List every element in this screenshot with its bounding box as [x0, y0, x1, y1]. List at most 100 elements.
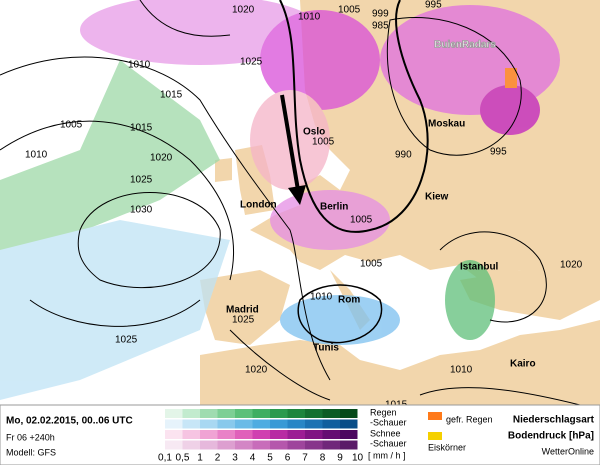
legend-swatch [235, 419, 253, 429]
legend-swatch [200, 430, 218, 439]
isobar-label: 1010 [310, 292, 333, 303]
legend: Regen -Schauer Schnee -Schauer [ mm / h … [158, 407, 493, 463]
legend-swatch [217, 430, 235, 439]
legend-title: Niederschlagsart [513, 415, 595, 426]
brand: WetterOnline [542, 446, 594, 456]
scale-label: 1 [197, 453, 203, 464]
model-label: Modell: GFS [6, 447, 56, 457]
isobar-label: 995 [425, 0, 442, 11]
legend-unit: [ mm / h ] [368, 450, 406, 460]
legend-label: gefr. Regen [446, 414, 493, 424]
legend-swatch [165, 419, 183, 429]
scale-label: 6 [285, 453, 291, 464]
cities: Oslo Moskau London Berlin Kiew Madrid Ro… [226, 119, 536, 370]
isobar-label: 985 [372, 21, 389, 32]
legend-swatch [182, 430, 200, 439]
legend-swatch [235, 440, 253, 450]
ice-pellets-swatch [428, 432, 442, 440]
isobar-label: 1025 [240, 57, 263, 68]
legend-swatch [287, 409, 305, 418]
legend-subtitle: Bodendruck [hPa] [508, 431, 594, 442]
legend-swatch [165, 409, 183, 418]
precip-showers [0, 220, 230, 400]
city-label: Moskau [428, 119, 465, 130]
legend-swatch [287, 419, 305, 429]
legend-swatch [340, 419, 358, 429]
legend-swatch [252, 419, 270, 429]
scale-label: 5 [267, 453, 273, 464]
city-label: Madrid [226, 305, 259, 316]
legend-label: Regen [370, 407, 397, 417]
precip-snow [80, 0, 320, 65]
legend-swatch [200, 440, 218, 450]
land-turkey [460, 270, 600, 320]
isobar-label: 1015 [130, 123, 153, 134]
legend-swatch [305, 419, 323, 429]
legend-swatch [165, 440, 183, 450]
legend-swatch [182, 440, 200, 450]
isobar-label: 1005 [60, 120, 83, 131]
isobar-label: 1010 [25, 150, 48, 161]
city-label: Rom [338, 295, 360, 306]
arrow [280, 94, 300, 191]
isobar-label: 1020 [560, 260, 583, 271]
city-label: London [240, 200, 277, 211]
isobar-label: 999 [372, 9, 389, 20]
legend-swatch [287, 430, 305, 439]
scale-label: 7 [302, 453, 308, 464]
isobar-label: 1020 [150, 153, 173, 164]
precip-rain [445, 260, 495, 340]
isobar-label: 1025 [232, 315, 255, 326]
legend-swatch [217, 409, 235, 418]
scale-label: 9 [337, 453, 343, 464]
legend-swatch [252, 440, 270, 450]
legend-label: Schnee [370, 428, 401, 438]
legend-label: Eiskörner [428, 442, 466, 452]
isobar-label: 1010 [128, 60, 151, 71]
city-label: Kairo [510, 359, 536, 370]
legend-swatch [200, 419, 218, 429]
legend-swatch [270, 430, 288, 439]
isobar-label: 1030 [130, 205, 153, 216]
isobar-label: 1010 [450, 365, 473, 376]
legend-swatch [182, 419, 200, 429]
city-label: Berlin [320, 202, 348, 213]
isobar-label: 1025 [115, 335, 138, 346]
legend-swatch [287, 440, 305, 450]
date-label: Mo, 02.02.2015, 00..06 UTC [6, 416, 133, 427]
isobar-label: 1010 [298, 12, 321, 23]
legend-swatch [322, 430, 340, 439]
land-iberia [200, 270, 290, 345]
legend-label: -Schauer [370, 417, 407, 427]
arrow-head [288, 185, 306, 205]
isobar-label: 1025 [130, 175, 153, 186]
precipitation [0, 0, 560, 400]
scale-label: 8 [320, 453, 326, 464]
legend-label: -Schauer [370, 438, 407, 448]
city-label: Oslo [303, 127, 325, 138]
isobar-label: 1005 [350, 215, 373, 226]
legend-swatch [322, 419, 340, 429]
freezing-rain-swatch [428, 412, 442, 420]
scale-label: 3 [232, 453, 238, 464]
isobar-label: 1005 [360, 259, 383, 270]
legend-swatch [305, 430, 323, 439]
legend-swatch [270, 409, 288, 418]
isobar-label: 1005 [312, 137, 335, 148]
legend-swatch [200, 409, 218, 418]
legend-swatch [340, 440, 358, 450]
isobar-label: 1005 [338, 5, 361, 16]
isobar-labels: 1020 1005 1010 999 985 995 1010 1025 101… [25, 0, 583, 411]
isobar-label: 1020 [245, 365, 268, 376]
scale-label: 10 [352, 453, 364, 464]
run-label: Fr 06 +240h [6, 432, 55, 442]
legend-swatch [235, 409, 253, 418]
watermark: BuienRadars [434, 40, 496, 51]
legend-swatch [217, 440, 235, 450]
land-ireland [215, 158, 232, 182]
city-label: Istanbul [460, 262, 499, 273]
freezing-rain [505, 68, 517, 88]
legend-swatch [270, 440, 288, 450]
legend-swatch [252, 430, 270, 439]
